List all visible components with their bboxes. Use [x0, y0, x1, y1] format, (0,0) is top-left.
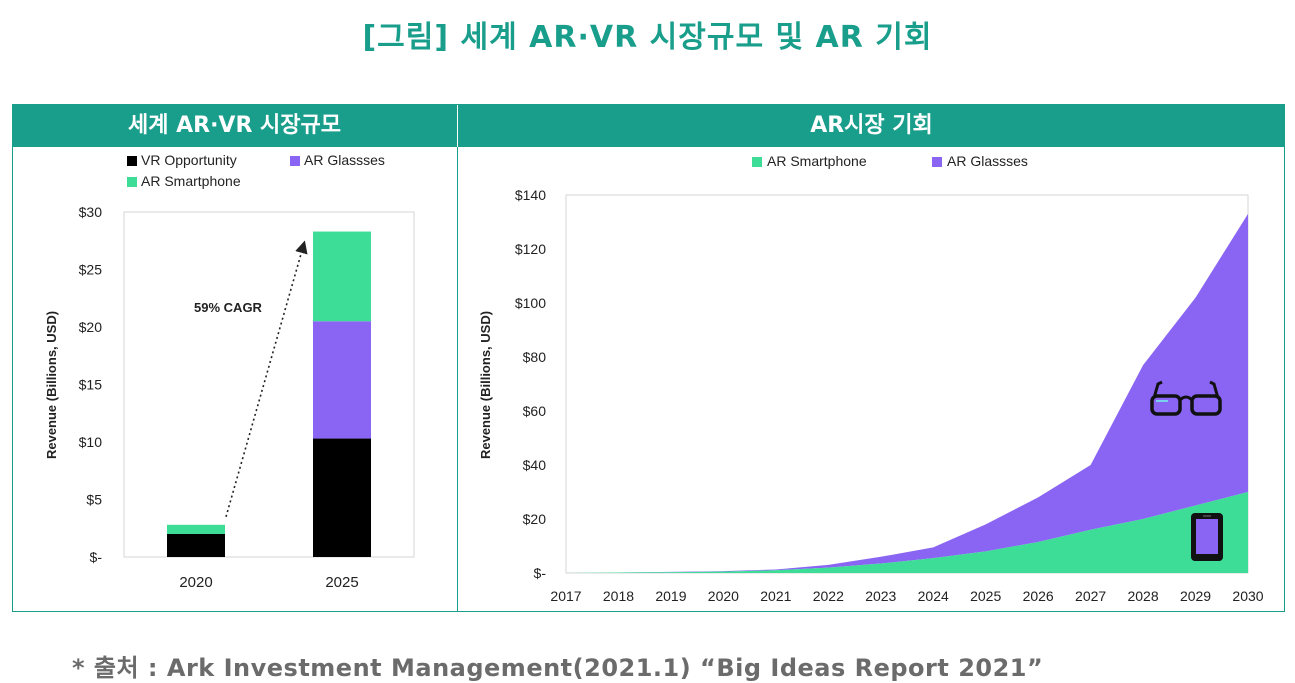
legend-label: VR Opportunity — [141, 152, 237, 168]
phone-screen — [1196, 519, 1218, 554]
y-tick-label: $140 — [515, 187, 546, 203]
y-tick-label: $30 — [79, 204, 103, 220]
x-tick-label: 2030 — [1232, 588, 1263, 604]
bar-segment — [167, 524, 225, 534]
legend-swatch — [127, 156, 137, 166]
glasses-lens-left — [1150, 394, 1182, 416]
left-panel-header: 세계 AR·VR 시장규모 — [12, 104, 457, 147]
bar-segment — [313, 438, 371, 557]
legend-label: AR Smartphone — [767, 153, 867, 169]
y-tick-label: $80 — [523, 349, 547, 365]
legend-swatch — [752, 157, 762, 167]
y-tick-label: $100 — [515, 295, 546, 311]
legend-swatch — [932, 157, 942, 167]
y-tick-label: $- — [90, 549, 103, 565]
y-tick-label: $- — [534, 565, 547, 581]
glasses-arm-right — [1209, 380, 1220, 399]
source-note: * 출처 : Ark Investment Management(2021.1)… — [72, 654, 1044, 682]
page-title: [그림] 세계 AR·VR 시장규모 및 AR 기회 — [362, 20, 933, 55]
glasses-lens-right — [1190, 394, 1222, 416]
x-tick-label: 2027 — [1075, 588, 1106, 604]
bar-segment — [167, 534, 225, 557]
left-bar-chart: $- $5 $10 $15 $20 $25 $30 Revenue (Billions, US… — [44, 152, 415, 591]
right-panel-header: AR시장 기회 — [458, 104, 1285, 147]
phone-speaker — [1203, 515, 1211, 517]
legend-label: AR Glassses — [304, 152, 385, 168]
cagr-arrow — [225, 240, 308, 518]
legend-label: AR Glassses — [947, 153, 1028, 169]
glasses-icon — [1150, 380, 1222, 416]
y-tick-label: $40 — [523, 457, 547, 473]
x-tick-label: 2024 — [918, 588, 949, 604]
y-tick-label: $25 — [79, 262, 103, 278]
y-tick-label: $5 — [86, 492, 102, 508]
x-tick-label: 2029 — [1180, 588, 1211, 604]
legend-swatch — [127, 177, 137, 187]
y-tick-label: $20 — [79, 319, 103, 335]
y-tick-label: $10 — [79, 434, 103, 450]
glasses-bridge — [1178, 395, 1194, 402]
legend-swatch — [290, 156, 300, 166]
y-tick-label: $60 — [523, 403, 547, 419]
x-tick-label: 2019 — [655, 588, 686, 604]
smartphone-icon — [1191, 513, 1223, 561]
x-tick-label: 2020 — [708, 588, 739, 604]
y-axis-label: Revenue (Billions, USD) — [478, 311, 493, 459]
y-tick-label: $120 — [515, 241, 546, 257]
x-tick-label: 2025 — [970, 588, 1001, 604]
bar-segment — [313, 321, 371, 439]
x-tick-label: 2023 — [865, 588, 896, 604]
y-tick-label: $15 — [79, 377, 103, 393]
x-tick-label: 2021 — [760, 588, 791, 604]
x-tick-label: 2028 — [1127, 588, 1158, 604]
panel-divider — [457, 147, 458, 612]
cagr-annotation: 59% CAGR — [194, 300, 263, 315]
area-series-ar-smartphone — [566, 492, 1248, 573]
x-tick-label: 2022 — [813, 588, 844, 604]
x-tick-label: 2025 — [325, 574, 358, 591]
x-tick-label: 2018 — [603, 588, 634, 604]
area-series-ar-glassses — [566, 213, 1248, 573]
x-tick-label: 2017 — [550, 588, 581, 604]
y-axis-label: Revenue (Billions, USD) — [44, 311, 59, 459]
glasses-arm-left — [1152, 380, 1163, 399]
bar-segment — [313, 231, 371, 322]
x-tick-label: 2020 — [179, 574, 212, 591]
y-tick-label: $20 — [523, 511, 547, 527]
legend-label: AR Smartphone — [141, 173, 241, 189]
x-tick-label: 2026 — [1023, 588, 1054, 604]
right-area-chart: $- $20 $40 $60 $80 $100 $120 $140 Revenue (Billi… — [478, 153, 1264, 604]
